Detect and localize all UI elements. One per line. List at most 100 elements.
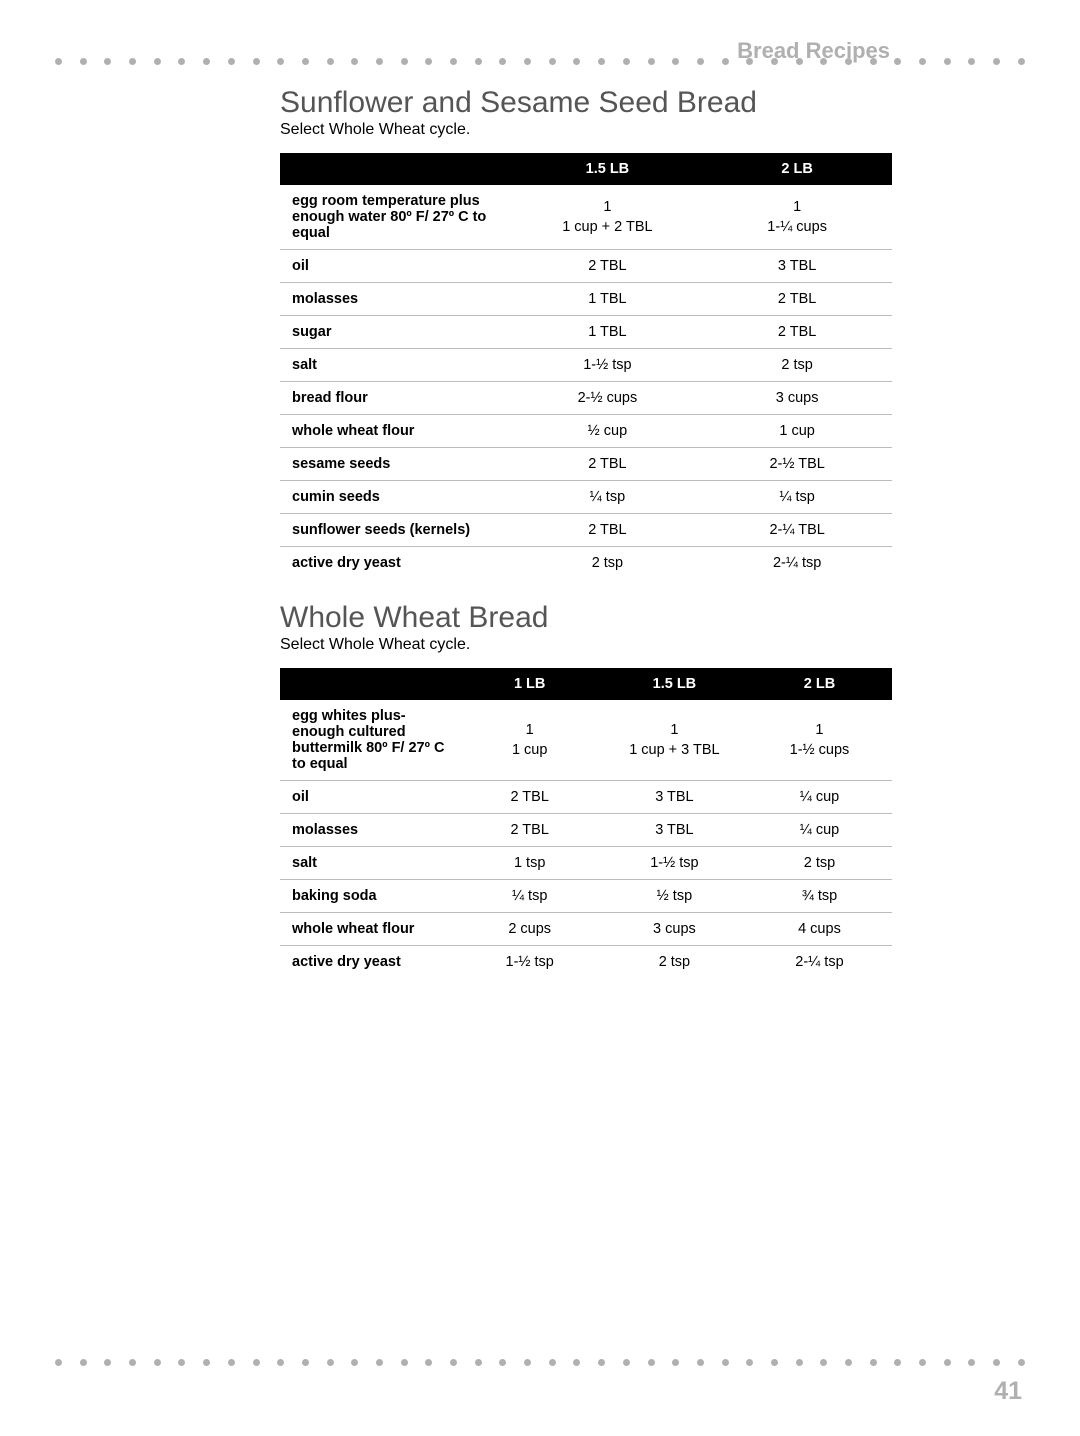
amount-cell: 1-½ tsp [513,349,703,382]
amount-cell: ¼ tsp [702,481,892,514]
dot-icon [129,1359,136,1366]
amount-cell: 3 TBL [602,814,747,847]
amount-cell: 2 TBL [457,814,601,847]
amount-cell: ½ cup [513,415,703,448]
amount-value: 1 [815,722,823,738]
dot-icon [697,1359,704,1366]
amount-value: 2 TBL [510,822,548,838]
dot-icon [203,58,210,65]
amount-value: 1-¼ cups [767,219,827,235]
amount-value: 2 tsp [659,954,690,970]
amount-value: ¼ tsp [512,888,547,904]
amount-value: 2-½ cups [578,390,638,406]
ingredient-cell: baking soda [280,880,457,913]
table-row: sunflower seeds (kernels)2 TBL2-¼ TBL [280,514,892,547]
dot-icon [672,1359,679,1366]
amount-value: 2 TBL [510,789,548,805]
dot-icon [944,58,951,65]
amount-cell: 3 cups [602,913,747,946]
amount-cell: 11 cup + 2 TBL [513,185,703,250]
ingredient-cell: active dry yeast [280,946,457,979]
ingredient-cell: molasses [280,283,513,316]
dot-icon [623,1359,630,1366]
amount-cell: 2-¼ tsp [747,946,892,979]
amount-cell: 1 cup [702,415,892,448]
amount-value: 3 TBL [778,258,816,274]
amount-value: 1-½ tsp [650,855,698,871]
dot-icon [870,1359,877,1366]
amount-value: 2 cups [508,921,551,937]
amount-value: 2 TBL [778,291,816,307]
ingredient-cell: sesame seeds [280,448,513,481]
amount-cell: 2-½ cups [513,382,703,415]
table-row: baking soda¼ tsp½ tsp¾ tsp [280,880,892,913]
dot-icon [80,1359,87,1366]
amount-value: ½ cup [588,423,628,439]
dot-icon [771,58,778,65]
amount-value: ¼ tsp [779,489,814,505]
dot-icon [475,58,482,65]
dot-icon [450,58,457,65]
dot-icon [327,1359,334,1366]
amount-cell: 2 TBL [513,448,703,481]
dot-icon [771,1359,778,1366]
recipe-subtitle: Select Whole Wheat cycle. [280,636,892,654]
amount-value: 1 TBL [588,291,626,307]
amount-value: 1-½ tsp [583,357,631,373]
dot-icon [968,58,975,65]
content: Sunflower and Sesame Seed Bread Select W… [280,86,892,978]
table-row: molasses2 TBL3 TBL¼ cup [280,814,892,847]
dot-icon [746,58,753,65]
column-header-size: 1.5 LB [513,153,703,185]
dot-icon [968,1359,975,1366]
amount-cell: 3 TBL [702,250,892,283]
column-header-size: 1.5 LB [602,668,747,700]
dot-icon [648,58,655,65]
dot-icon [993,58,1000,65]
table-row: active dry yeast2 tsp2-¼ tsp [280,547,892,580]
amount-cell: ¼ cup [747,781,892,814]
amount-value: 1 [526,722,534,738]
recipe-table: 1 LB1.5 LB2 LBegg whites plus- enough cu… [280,668,892,978]
ingredient-cell: egg whites plus- enough cultured butterm… [280,700,457,781]
table-row: active dry yeast1-½ tsp2 tsp2-¼ tsp [280,946,892,979]
dot-icon [376,58,383,65]
amount-value: 2-½ TBL [769,456,824,472]
dot-icon [796,58,803,65]
dot-row-top [55,58,1025,65]
ingredient-cell: salt [280,847,457,880]
ingredient-cell: molasses [280,814,457,847]
dot-icon [401,58,408,65]
amount-cell: 2 TBL [513,250,703,283]
dot-icon [178,58,185,65]
ingredient-cell: sunflower seeds (kernels) [280,514,513,547]
dot-icon [894,1359,901,1366]
amount-cell: ¾ tsp [747,880,892,913]
amount-value: 2 tsp [804,855,835,871]
amount-cell: 1 TBL [513,316,703,349]
amount-value: 1 tsp [514,855,545,871]
dot-icon [894,58,901,65]
dot-icon [351,1359,358,1366]
amount-value: ¾ tsp [802,888,837,904]
recipe-title: Whole Wheat Bread [280,601,892,634]
dot-icon [944,1359,951,1366]
recipe-subtitle: Select Whole Wheat cycle. [280,121,892,139]
dot-icon [697,58,704,65]
table-row: oil2 TBL3 TBL [280,250,892,283]
column-header-ingredient [280,153,513,185]
dot-icon [1018,58,1025,65]
dot-icon [425,1359,432,1366]
dot-icon [820,1359,827,1366]
amount-cell: 2 tsp [747,847,892,880]
dot-icon [549,1359,556,1366]
dot-icon [524,58,531,65]
dot-icon [722,1359,729,1366]
dot-icon [450,1359,457,1366]
column-header-ingredient [280,668,457,700]
page-number: 41 [994,1377,1022,1406]
dot-icon [796,1359,803,1366]
amount-value: 2-¼ TBL [769,522,824,538]
amount-cell: 3 TBL [602,781,747,814]
dot-icon [524,1359,531,1366]
